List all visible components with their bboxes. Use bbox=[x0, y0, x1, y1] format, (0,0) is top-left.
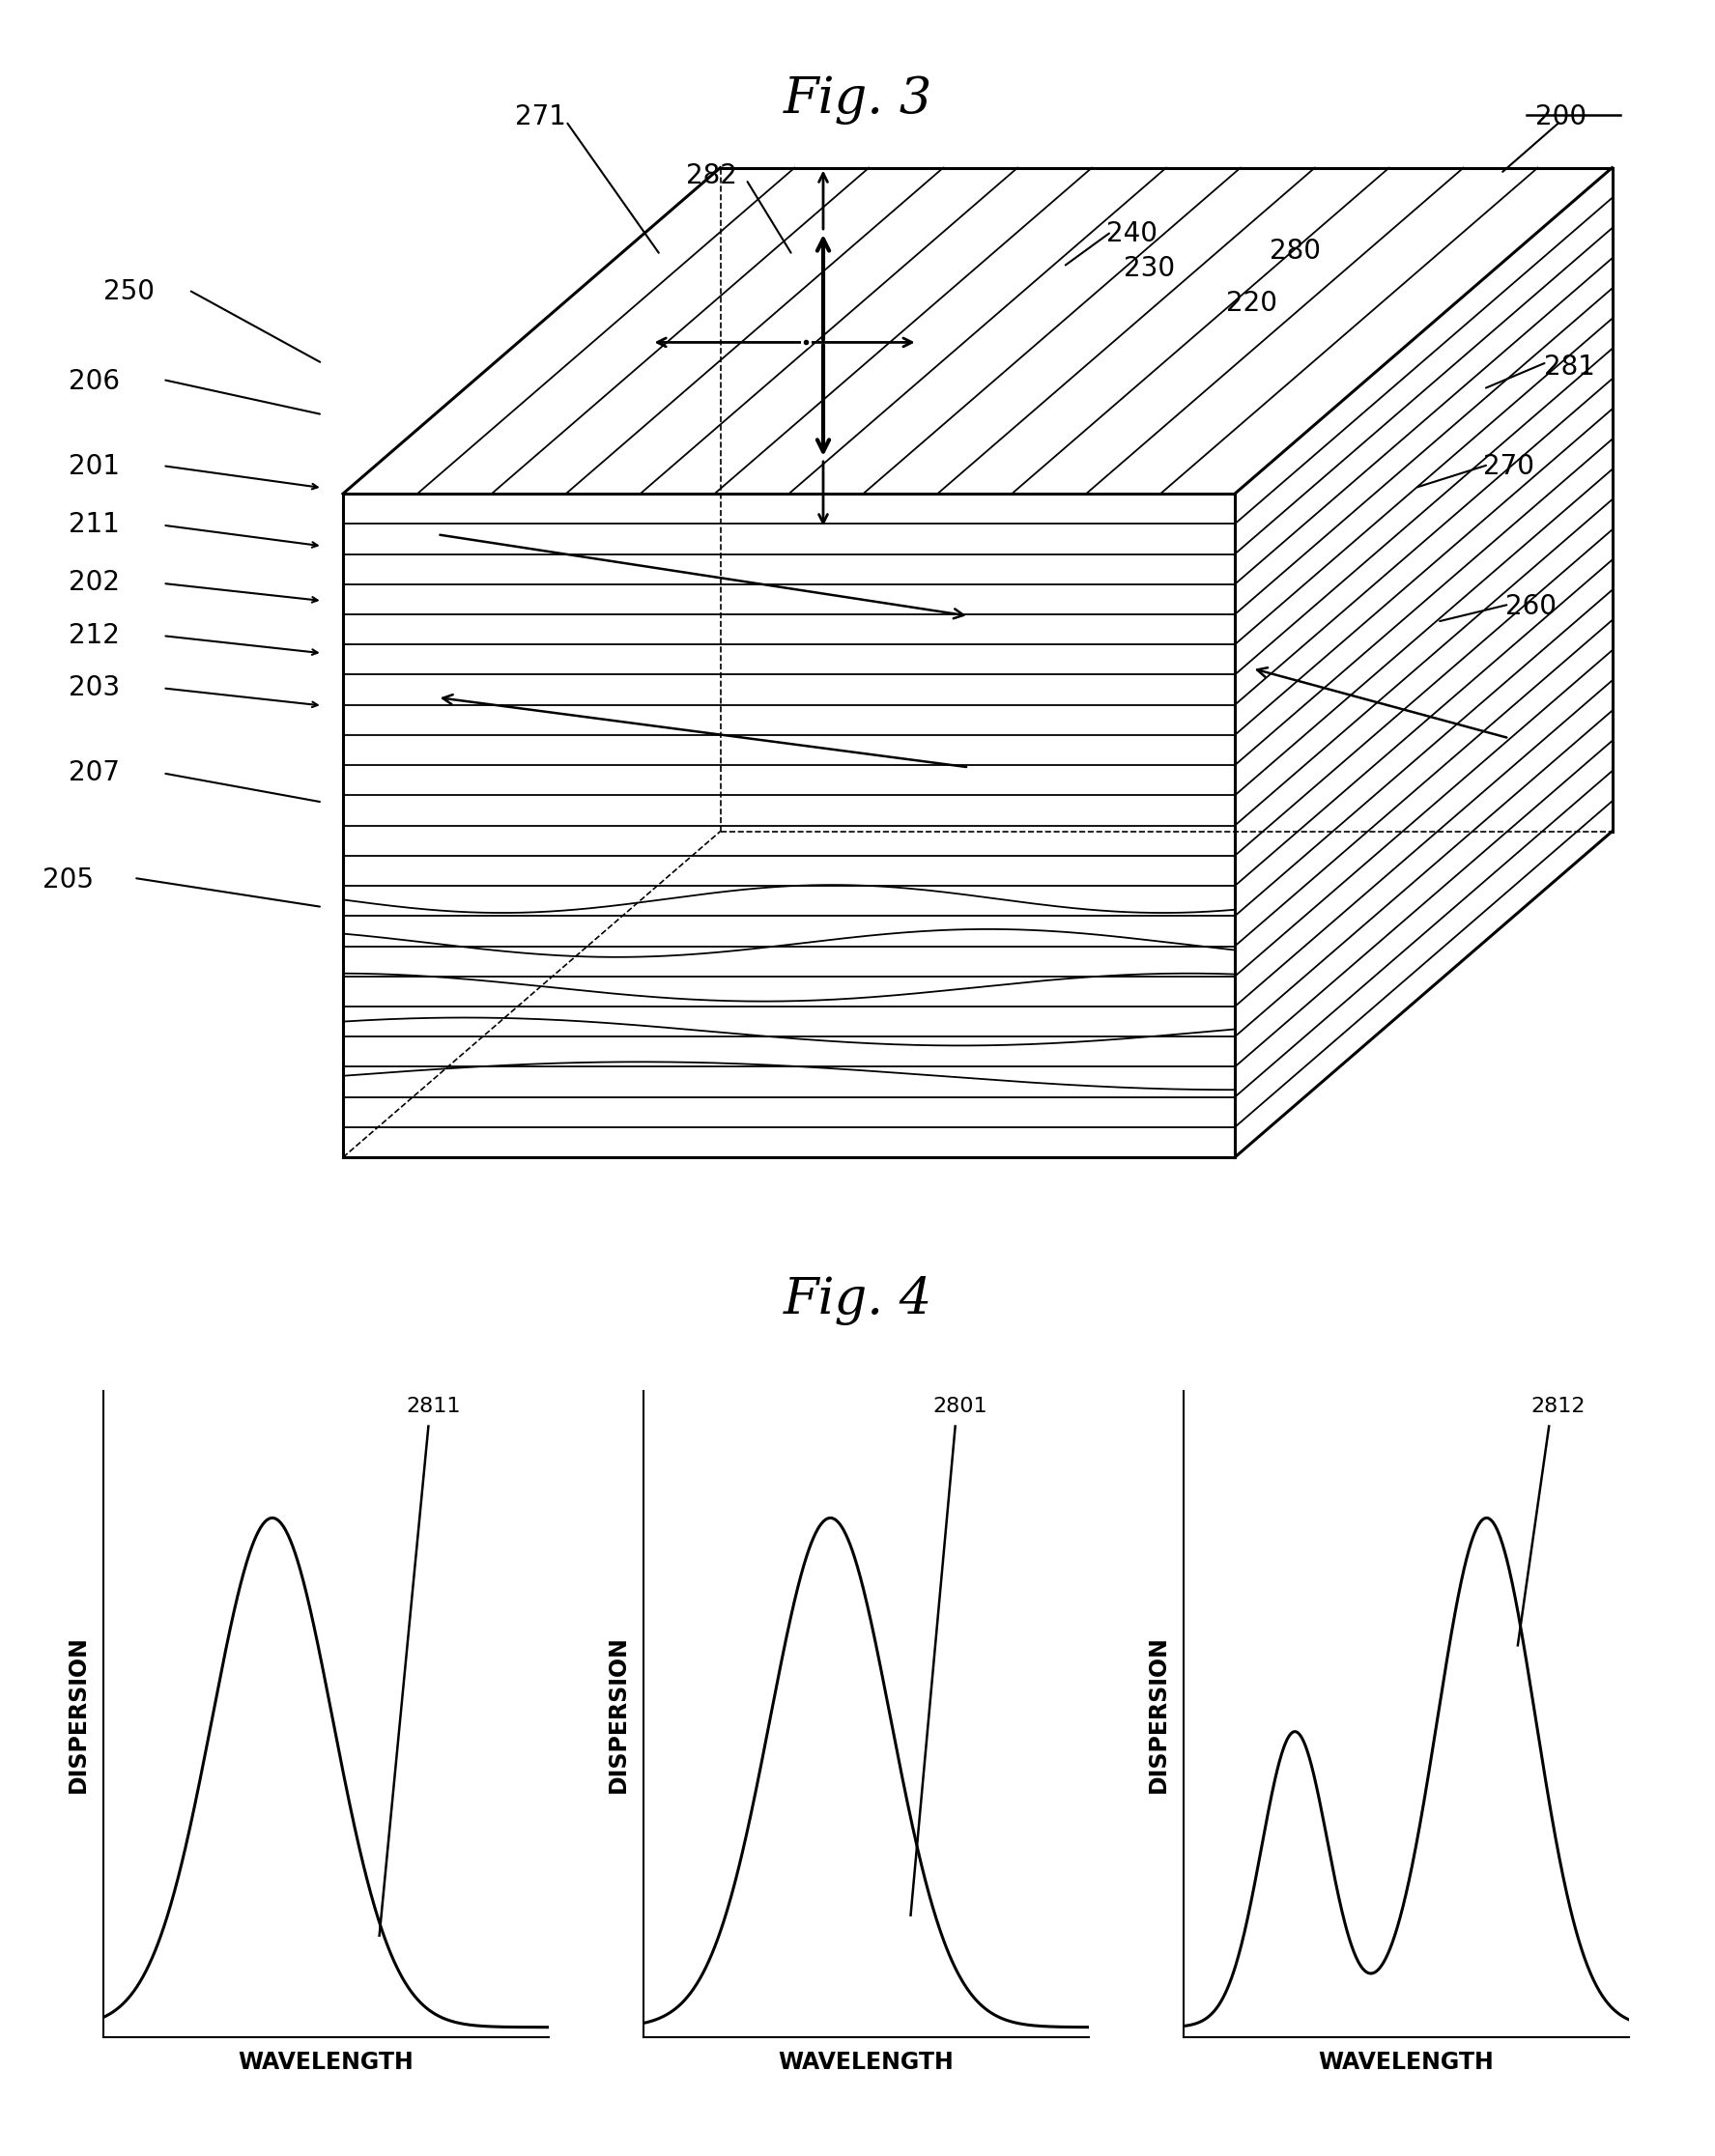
Text: 205: 205 bbox=[43, 867, 94, 893]
Y-axis label: DISPERSION: DISPERSION bbox=[1147, 1636, 1170, 1792]
Text: Fig. 3: Fig. 3 bbox=[784, 75, 931, 125]
Text: 250: 250 bbox=[103, 278, 154, 306]
Text: 240: 240 bbox=[1106, 220, 1158, 248]
Text: 280: 280 bbox=[1269, 237, 1321, 265]
Text: 200: 200 bbox=[1535, 103, 1586, 132]
X-axis label: WAVELENGTH: WAVELENGTH bbox=[779, 2050, 954, 2074]
Text: 271: 271 bbox=[514, 103, 566, 132]
Text: Fig. 4: Fig. 4 bbox=[784, 1276, 931, 1326]
Text: 201: 201 bbox=[69, 453, 120, 481]
Text: 270: 270 bbox=[1483, 453, 1535, 481]
Text: 206: 206 bbox=[69, 369, 120, 395]
Text: 211: 211 bbox=[69, 511, 120, 539]
Text: 281: 281 bbox=[1544, 354, 1595, 382]
Text: 212: 212 bbox=[69, 621, 120, 649]
Text: 2812: 2812 bbox=[1531, 1397, 1586, 1416]
Text: 207: 207 bbox=[69, 759, 120, 787]
Text: 2811: 2811 bbox=[406, 1397, 461, 1416]
Text: 230: 230 bbox=[1123, 254, 1175, 282]
X-axis label: WAVELENGTH: WAVELENGTH bbox=[1319, 2050, 1494, 2074]
X-axis label: WAVELENGTH: WAVELENGTH bbox=[238, 2050, 413, 2074]
Text: 203: 203 bbox=[69, 675, 120, 701]
Polygon shape bbox=[343, 168, 1612, 494]
Text: 260: 260 bbox=[1506, 593, 1557, 619]
Text: 2801: 2801 bbox=[933, 1397, 988, 1416]
Polygon shape bbox=[1235, 168, 1612, 1158]
Y-axis label: DISPERSION: DISPERSION bbox=[607, 1636, 629, 1792]
Y-axis label: DISPERSION: DISPERSION bbox=[67, 1636, 89, 1792]
Text: 282: 282 bbox=[686, 162, 737, 190]
Text: 202: 202 bbox=[69, 569, 120, 597]
Text: 220: 220 bbox=[1226, 291, 1278, 317]
Polygon shape bbox=[343, 494, 1235, 1158]
